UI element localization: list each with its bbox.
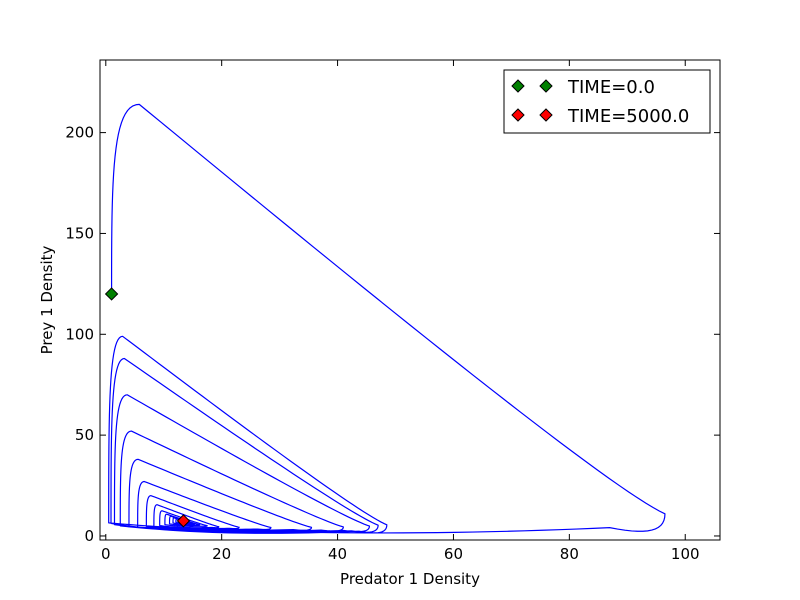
legend-marker-time0-b	[539, 79, 553, 93]
trajectory-line	[108, 103, 666, 534]
x-tick-label: 20	[212, 545, 231, 563]
x-axis-ticks: 0 20 40 60 80 100	[101, 60, 700, 563]
end-marker	[176, 514, 191, 528]
legend: TIME=0.0 TIME=5000.0	[503, 69, 711, 134]
legend-box	[503, 69, 711, 134]
legend-label-time0: TIME=0.0	[567, 77, 655, 98]
x-tick-label: 100	[671, 545, 700, 563]
legend-marker-time5000-b	[539, 108, 553, 122]
plot-area	[100, 60, 720, 540]
x-tick-label: 40	[328, 545, 347, 563]
x-axis-label: Predator 1 Density	[340, 570, 480, 588]
y-axis-ticks: 0 50 100 150 200	[65, 124, 720, 545]
y-tick-label: 100	[65, 325, 94, 343]
x-tick-label: 60	[444, 545, 463, 563]
x-tick-label: 80	[560, 545, 579, 563]
y-tick-label: 0	[84, 527, 94, 545]
y-tick-label: 150	[65, 224, 94, 242]
marker-layer	[104, 287, 191, 528]
y-axis-label: Prey 1 Density	[38, 245, 56, 354]
start-marker	[104, 287, 119, 301]
y-tick-label: 50	[75, 426, 94, 444]
y-tick-label: 200	[65, 124, 94, 142]
legend-marker-time5000-a	[511, 108, 525, 122]
x-tick-label: 0	[101, 545, 111, 563]
trajectory-layer	[108, 103, 666, 534]
axes-frame	[99, 59, 721, 541]
legend-marker-time0-a	[511, 79, 525, 93]
legend-label-time5000: TIME=5000.0	[567, 106, 689, 127]
